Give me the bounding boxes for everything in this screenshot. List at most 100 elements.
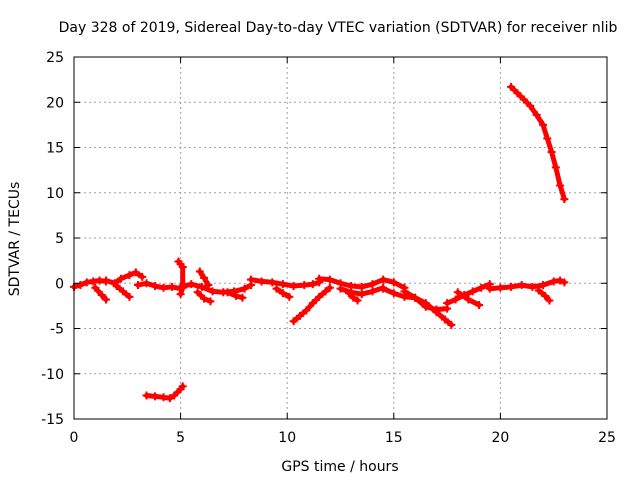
data-point (551, 163, 560, 172)
data-point (526, 101, 535, 110)
data-point (464, 295, 473, 304)
data-point (534, 286, 543, 295)
series-arc-main-8.3-11.5 (246, 275, 324, 290)
data-point (101, 276, 110, 285)
series-arc-dip-7.9 (223, 288, 247, 302)
data-point (116, 274, 125, 283)
data-point (349, 293, 358, 302)
series-arc-dip-1.3 (91, 283, 110, 304)
data-point (325, 283, 334, 292)
data-point (541, 291, 550, 300)
data-point (208, 287, 217, 296)
y-tick-label: 0 (55, 276, 64, 292)
x-tick-label: 0 (70, 430, 79, 446)
data-point (532, 110, 541, 119)
data-point (345, 289, 354, 298)
data-point (528, 282, 537, 291)
x-axis-label: GPS time / hours (281, 459, 398, 475)
data-point (257, 277, 266, 286)
data-point (170, 391, 179, 400)
data-point (513, 89, 522, 98)
data-point (443, 299, 452, 308)
data-point (543, 134, 552, 143)
data-series (70, 82, 569, 403)
data-point (496, 283, 505, 292)
data-point (176, 282, 185, 291)
data-point (125, 292, 134, 301)
y-tick-label: -10 (41, 367, 64, 383)
data-point (76, 281, 85, 290)
data-point (178, 262, 187, 271)
data-point (159, 283, 168, 292)
data-point (187, 280, 196, 289)
series-arc-main-3.0-5.0 (133, 279, 185, 293)
data-point (389, 289, 398, 298)
data-point (447, 320, 456, 329)
series-arc-bump-6.1 (195, 267, 213, 290)
data-point (477, 283, 486, 292)
x-tick-label: 25 (598, 430, 616, 446)
data-point (176, 290, 185, 299)
series-trace (92, 285, 109, 302)
data-point (91, 283, 100, 292)
data-point (165, 394, 174, 403)
data-point (278, 280, 287, 289)
data-point (138, 272, 147, 281)
series-arc-dip-6.4 (193, 288, 215, 306)
data-point (357, 290, 366, 299)
y-tick-label: -5 (50, 322, 64, 338)
data-point (193, 288, 202, 297)
y-tick-label: 25 (46, 50, 64, 66)
series-arc-dip-19.0 (453, 288, 484, 309)
series-arc-dip-13.2 (345, 289, 362, 305)
data-point (368, 280, 377, 289)
data-point (289, 317, 298, 326)
series-arc-main-19.5-23.0 (485, 276, 569, 293)
data-point (451, 295, 460, 304)
data-point (240, 284, 249, 293)
chart-title: Day 328 of 2019, Sidereal Day-to-day VTE… (59, 20, 618, 36)
data-point (468, 287, 477, 296)
data-point (223, 288, 232, 297)
data-point (200, 273, 209, 282)
data-point (151, 281, 160, 290)
data-point (556, 276, 565, 285)
series-arc-spike-5.0 (174, 257, 187, 299)
axis-ticks: 0 5 10 15 20 25 -15 -10 -5 0 5 10 15 20 25 (41, 50, 616, 446)
data-point (368, 287, 377, 296)
data-point (151, 392, 160, 401)
series-arc-dip-2.0 (112, 281, 134, 301)
data-point (200, 294, 209, 303)
series-arc-low-3.4-5.1 (142, 382, 187, 403)
data-point (302, 306, 311, 315)
data-point (325, 275, 334, 284)
data-point (272, 284, 281, 293)
y-axis-label: SDTVAR / TECUs (7, 182, 23, 297)
data-point (300, 281, 309, 290)
data-point (97, 291, 106, 300)
data-point (178, 382, 187, 391)
data-point (560, 195, 569, 204)
data-point (101, 295, 110, 304)
grid-lines (74, 57, 607, 419)
data-point (547, 148, 556, 157)
data-point (119, 287, 128, 296)
data-point (453, 288, 462, 297)
y-tick-label: 10 (46, 186, 64, 202)
data-point (315, 274, 324, 283)
data-point (321, 287, 330, 296)
data-point (125, 271, 134, 280)
y-tick-label: 5 (55, 231, 64, 247)
data-point (195, 267, 204, 276)
data-point (411, 293, 420, 302)
series-arc-rise-10.3-12.0 (289, 283, 334, 326)
data-point (285, 292, 294, 301)
data-point (389, 278, 398, 287)
data-point (131, 268, 140, 277)
data-point (112, 281, 121, 290)
y-tick-label: -15 (41, 412, 64, 428)
series-arc-main-17.5-19.5 (443, 280, 494, 308)
data-point (289, 281, 298, 290)
data-point (485, 284, 494, 293)
data-point (232, 291, 241, 300)
